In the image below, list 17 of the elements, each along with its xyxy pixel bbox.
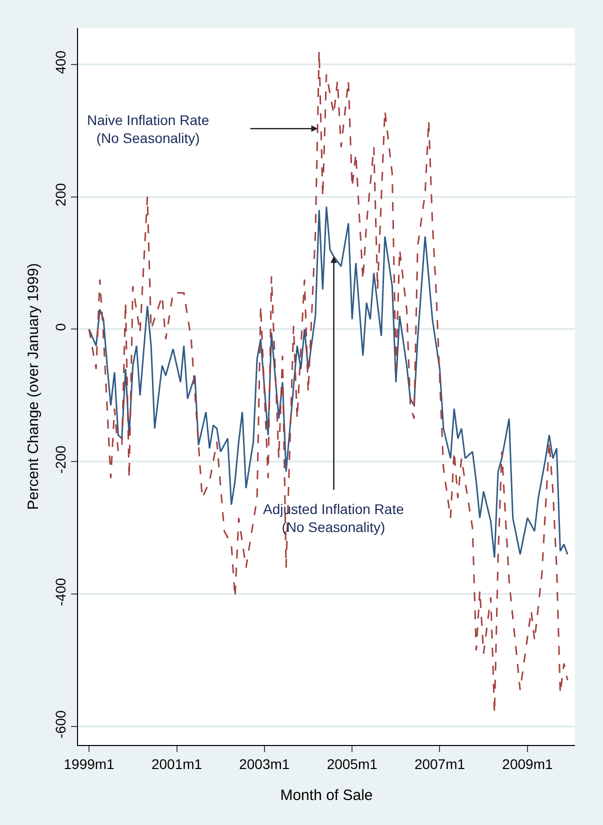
x-tick-label: 2007m1 (414, 756, 466, 772)
y-tick-label: -400 (52, 578, 68, 606)
y-tick-label: 400 (52, 50, 68, 74)
x-axis-title: Month of Sale (280, 787, 373, 804)
line-series (88, 50, 568, 714)
annotation: Naive Inflation Rate (No Seasonality) (87, 112, 210, 146)
y-tick-label: -600 (52, 710, 68, 738)
x-tick-label: 2001m1 (151, 756, 202, 772)
x-tick-label: 2003m1 (239, 756, 290, 772)
y-axis-title: Percent Change (over January 1999) (25, 263, 42, 510)
x-tick-label: 2005m1 (326, 756, 378, 772)
y-tick-label: 200 (52, 182, 68, 206)
x-tick-label: 2009m1 (502, 756, 553, 772)
line-series (88, 206, 568, 558)
y-tick-label: -200 (52, 445, 68, 474)
x-tick-label: 1999m1 (64, 756, 115, 772)
y-tick-label: 0 (52, 323, 68, 332)
